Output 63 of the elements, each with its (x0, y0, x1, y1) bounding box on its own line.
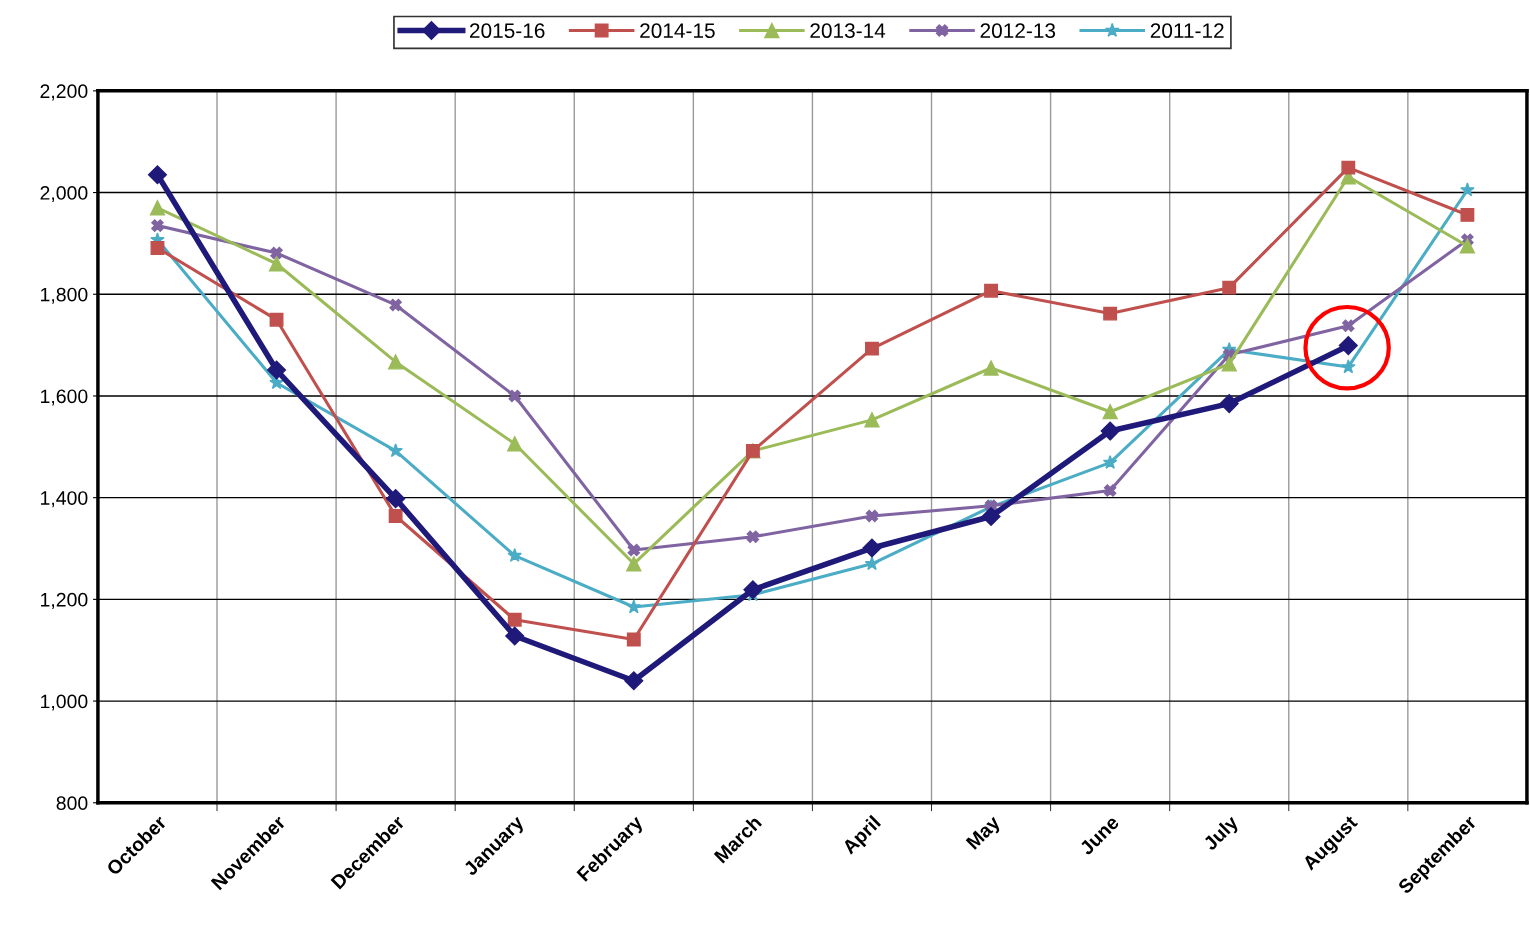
point (269, 312, 284, 327)
legend-label: 2013-14 (810, 23, 886, 39)
point (1342, 319, 1355, 333)
legend-label: 2014-15 (640, 23, 715, 39)
point (388, 443, 403, 458)
point (386, 489, 406, 509)
y-tick-label: 1,000 (41, 694, 88, 711)
point (627, 543, 641, 557)
point (1222, 280, 1237, 295)
point (862, 538, 882, 558)
point (624, 671, 644, 691)
point (1341, 359, 1356, 374)
y-tick-label: 800 (56, 796, 88, 811)
point (1338, 336, 1358, 356)
point (626, 632, 641, 647)
point (981, 506, 1001, 527)
y-tick-label: 1,400 (41, 491, 88, 508)
y-tick-label: 1,600 (41, 389, 88, 406)
point (864, 556, 880, 571)
x-tick-label: May (965, 814, 1004, 853)
point (1221, 356, 1237, 372)
point (387, 354, 404, 370)
point (864, 412, 880, 428)
y-tick-label: 1,200 (41, 592, 88, 609)
point (507, 612, 522, 627)
point (1102, 454, 1118, 469)
point (1100, 421, 1120, 441)
point (507, 547, 523, 562)
point (1460, 207, 1475, 222)
point (1460, 182, 1475, 197)
point (149, 200, 166, 216)
legend-label: 2015-16 (470, 23, 545, 39)
point (626, 556, 642, 572)
x-tick-label: July (1201, 813, 1242, 855)
point (267, 360, 287, 380)
point (508, 389, 521, 403)
point (389, 298, 402, 312)
point (1102, 404, 1118, 420)
point (1103, 306, 1118, 321)
point (746, 530, 760, 544)
y-tick-label: 2,000 (40, 186, 88, 203)
point (1341, 160, 1356, 175)
legend-label: 2011-12 (1150, 23, 1224, 39)
point (626, 599, 642, 614)
point (505, 626, 525, 646)
y-tick-label: 2,200 (40, 84, 88, 101)
point (151, 219, 164, 232)
point (1219, 394, 1239, 414)
point (1103, 484, 1117, 497)
point (983, 360, 999, 376)
point (270, 246, 283, 260)
point (865, 509, 879, 523)
point (147, 165, 167, 185)
point (150, 241, 165, 255)
legend-label: 2012-13 (980, 23, 1056, 39)
point (507, 436, 523, 452)
y-tick-label: 1,800 (41, 287, 88, 304)
point (268, 256, 285, 272)
point (865, 341, 879, 356)
point (743, 580, 763, 600)
point (388, 509, 403, 523)
point (984, 283, 999, 298)
point (1459, 238, 1476, 254)
